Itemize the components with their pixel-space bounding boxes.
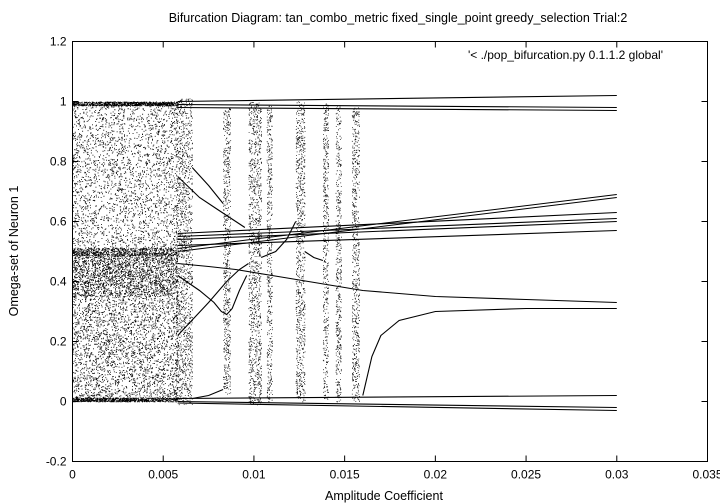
data-points-layer bbox=[72, 94, 617, 412]
branch-12 bbox=[177, 196, 617, 253]
plot-frame bbox=[72, 41, 708, 462]
branch-1 bbox=[177, 103, 617, 109]
x-tick-label: 0.03 bbox=[605, 468, 629, 482]
y-axis-ticks: -0.2 0 0.2 0.4 0.6 0.8 1 1.2 bbox=[46, 35, 708, 469]
branch-17 bbox=[260, 221, 297, 259]
branch-2 bbox=[177, 106, 617, 112]
branch-5 bbox=[177, 394, 617, 400]
x-axis-label: Amplitude Coefficient bbox=[325, 489, 443, 503]
branch-14 bbox=[177, 176, 246, 228]
chaotic-window-1 bbox=[223, 107, 232, 395]
y-tick-label: -0.2 bbox=[46, 455, 67, 469]
x-tick-label: 0.02 bbox=[424, 468, 448, 482]
branch-16 bbox=[177, 263, 249, 336]
y-tick-label: 0.8 bbox=[50, 155, 67, 169]
branch-7 bbox=[362, 307, 617, 396]
y-tick-label: 0.2 bbox=[50, 335, 67, 349]
dense-chaos-band bbox=[72, 101, 179, 403]
y-tick-label: 1 bbox=[60, 95, 67, 109]
x-tick-label: 0.01 bbox=[242, 468, 266, 482]
legend-entry: '< ./pop_bifurcation.py 0.1.1.2 global' bbox=[468, 48, 663, 62]
branch-3 bbox=[177, 400, 617, 409]
x-axis-ticks: 0 0.005 0.01 0.015 0.02 0.025 0.03 0.035 bbox=[69, 41, 720, 482]
y-tick-label: 0.4 bbox=[50, 275, 67, 289]
branch-19 bbox=[191, 167, 224, 204]
branch-10 bbox=[177, 217, 617, 238]
x-tick-label: 0.035 bbox=[692, 468, 720, 482]
x-tick-label: 0.015 bbox=[330, 468, 360, 482]
dense-chaos-core bbox=[72, 251, 179, 402]
y-tick-label: 1.2 bbox=[50, 35, 67, 49]
x-tick-label: 0.005 bbox=[148, 468, 178, 482]
branch-0 bbox=[177, 94, 617, 103]
chaotic-window-4 bbox=[295, 101, 306, 403]
y-tick-label: 0.6 bbox=[50, 215, 67, 229]
branch-18 bbox=[304, 251, 324, 262]
chaotic-window-5 bbox=[322, 103, 330, 400]
branch-15 bbox=[177, 275, 248, 316]
branch-9 bbox=[177, 220, 617, 241]
y-axis-label: Omega-set of Neuron 1 bbox=[7, 186, 21, 317]
x-tick-label: 0 bbox=[69, 468, 76, 482]
branch-11 bbox=[177, 211, 617, 235]
chart-title: Bifurcation Diagram: tan_combo_metric fi… bbox=[169, 11, 628, 25]
chaotic-window-2 bbox=[248, 102, 262, 406]
branch-20 bbox=[192, 388, 224, 400]
y-tick-label: 0 bbox=[60, 395, 67, 409]
chaotic-window-0 bbox=[175, 98, 193, 406]
branch-6 bbox=[177, 262, 617, 304]
branch-13 bbox=[177, 193, 617, 250]
branch-4 bbox=[177, 402, 617, 412]
chaotic-window-7 bbox=[351, 107, 360, 402]
x-tick-label: 0.025 bbox=[511, 468, 541, 482]
chaotic-window-6 bbox=[335, 105, 342, 403]
